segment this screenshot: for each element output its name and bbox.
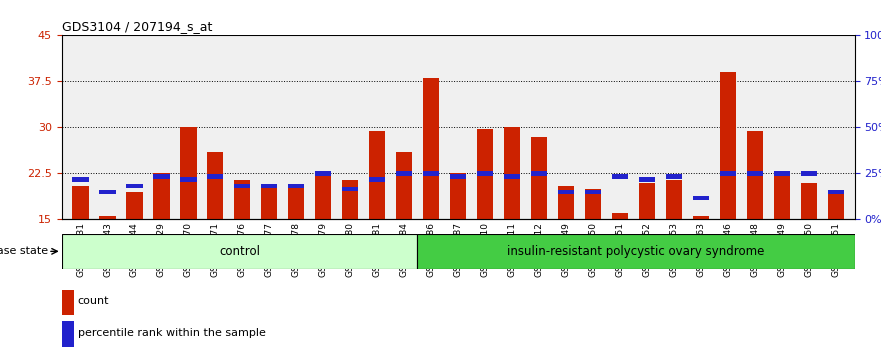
Bar: [666, 175, 682, 179]
Bar: [315, 171, 331, 176]
Bar: [262, 184, 278, 188]
Bar: [126, 184, 143, 188]
Bar: [100, 190, 115, 194]
Bar: [369, 131, 385, 219]
Bar: [396, 171, 412, 176]
Bar: [207, 175, 224, 179]
Bar: [666, 179, 682, 219]
FancyBboxPatch shape: [62, 234, 417, 269]
Bar: [639, 177, 655, 182]
Bar: [450, 175, 466, 179]
Bar: [423, 78, 440, 219]
Bar: [720, 72, 736, 219]
Bar: [747, 171, 763, 176]
Text: count: count: [78, 296, 109, 306]
Bar: [369, 177, 385, 182]
Bar: [423, 171, 440, 176]
Bar: [504, 127, 520, 219]
Bar: [288, 186, 305, 219]
Bar: [692, 216, 709, 219]
Bar: [234, 184, 250, 188]
Text: control: control: [218, 245, 260, 258]
Bar: [827, 190, 844, 194]
Bar: [531, 171, 547, 176]
Bar: [153, 173, 169, 219]
Bar: [100, 216, 115, 219]
Bar: [181, 177, 196, 182]
Bar: [477, 171, 493, 176]
Bar: [342, 179, 359, 219]
Bar: [558, 186, 574, 219]
Text: disease state: disease state: [0, 246, 48, 256]
Bar: [801, 183, 817, 219]
Bar: [774, 173, 790, 219]
FancyBboxPatch shape: [417, 234, 855, 269]
Text: GDS3104 / 207194_s_at: GDS3104 / 207194_s_at: [62, 20, 212, 33]
Bar: [62, 321, 74, 347]
Bar: [288, 184, 305, 188]
Bar: [720, 171, 736, 176]
Bar: [72, 186, 89, 219]
Bar: [639, 183, 655, 219]
Bar: [153, 175, 169, 179]
Bar: [747, 131, 763, 219]
Bar: [611, 175, 628, 179]
Bar: [827, 192, 844, 219]
Bar: [477, 129, 493, 219]
Bar: [126, 192, 143, 219]
Bar: [801, 171, 817, 176]
Bar: [585, 190, 601, 194]
Bar: [315, 173, 331, 219]
Bar: [234, 179, 250, 219]
Bar: [342, 187, 359, 191]
Bar: [692, 196, 709, 200]
Bar: [262, 186, 278, 219]
Bar: [531, 137, 547, 219]
Bar: [396, 152, 412, 219]
Text: insulin-resistant polycystic ovary syndrome: insulin-resistant polycystic ovary syndr…: [507, 245, 765, 258]
Bar: [62, 290, 74, 315]
Bar: [72, 177, 89, 182]
Bar: [450, 173, 466, 219]
Text: percentile rank within the sample: percentile rank within the sample: [78, 328, 265, 338]
Bar: [774, 171, 790, 176]
Bar: [585, 189, 601, 219]
Bar: [504, 175, 520, 179]
Bar: [181, 127, 196, 219]
Bar: [558, 190, 574, 194]
Bar: [611, 213, 628, 219]
Bar: [207, 152, 224, 219]
